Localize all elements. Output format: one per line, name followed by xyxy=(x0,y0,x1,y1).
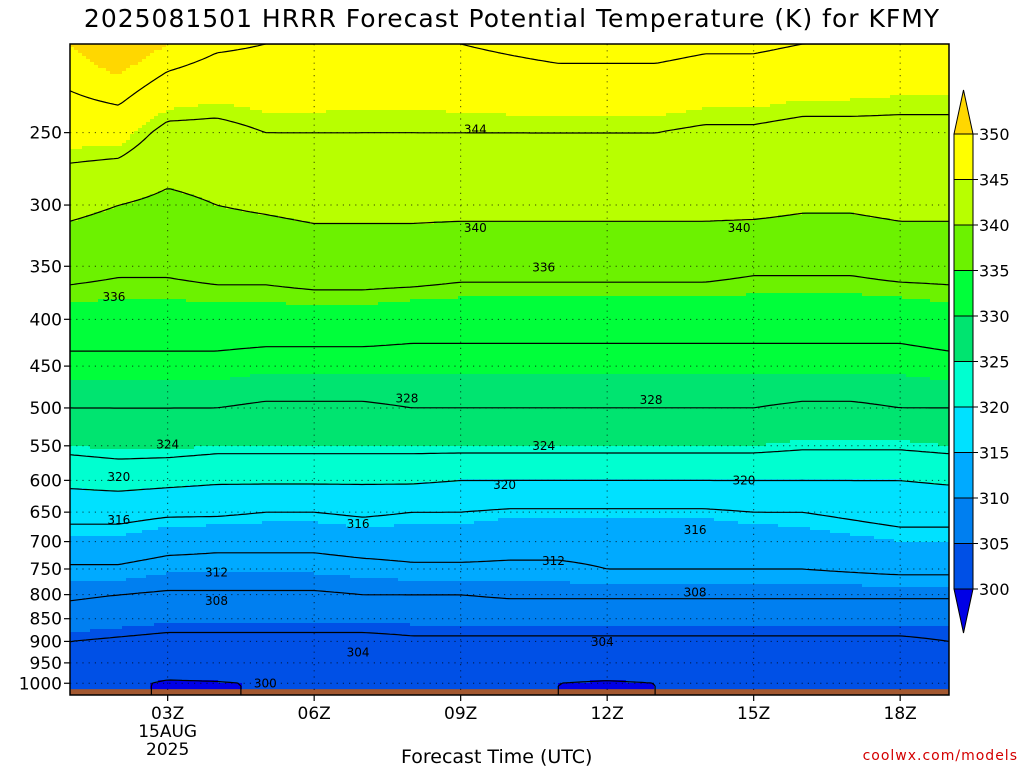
contour-label-13: 316 xyxy=(347,517,370,531)
x-tick-18Z: 18Z xyxy=(884,704,917,724)
contour-348 xyxy=(70,44,850,106)
contour-304 xyxy=(70,631,949,643)
y-tick-550: 550 xyxy=(30,437,62,457)
x-tick-sub-1: 2025 xyxy=(146,740,189,760)
contour-label-4: 336 xyxy=(102,290,125,304)
colorbar-tick-350: 350 xyxy=(979,125,1010,144)
y-tick-400: 400 xyxy=(30,310,62,330)
contour-label-18: 308 xyxy=(684,586,707,600)
colorbar-bin-345 xyxy=(953,133,974,180)
ground-bar xyxy=(70,689,949,695)
colorbar-bin-325 xyxy=(953,315,974,362)
contour-label-14: 316 xyxy=(684,523,707,537)
colorbar-tick-330: 330 xyxy=(979,307,1010,326)
colorbar-bin-335 xyxy=(953,224,974,271)
contour-label-3: 336 xyxy=(532,260,555,274)
y-tick-350: 350 xyxy=(30,257,62,277)
contour-label-10: 320 xyxy=(493,478,516,492)
contour-label-5: 328 xyxy=(395,391,418,405)
colorbar-tick-335: 335 xyxy=(979,262,1010,281)
y-tick-650: 650 xyxy=(30,503,62,523)
contour-label-20: 304 xyxy=(591,635,614,649)
contour-340 xyxy=(70,188,949,225)
y-tick-800: 800 xyxy=(30,586,62,606)
contour-label-6: 328 xyxy=(640,393,663,407)
contour-label-0: 344 xyxy=(464,122,487,136)
plot-frame xyxy=(69,43,950,696)
x-tick-06Z: 06Z xyxy=(298,704,331,724)
contour-328 xyxy=(70,400,949,409)
x-tick-03Z: 03Z xyxy=(151,704,184,724)
colorbar-bin-300 xyxy=(953,543,974,590)
grid-lines xyxy=(70,44,949,695)
ground-surface xyxy=(70,689,949,695)
y-tick-450: 450 xyxy=(30,357,62,377)
colorbar-tick-345: 345 xyxy=(979,171,1010,190)
contour-label-17: 308 xyxy=(205,594,228,608)
y-tick-250: 250 xyxy=(30,124,62,144)
contour-300 xyxy=(150,679,656,695)
colorbar-tick-300: 300 xyxy=(979,580,1010,599)
colorbar-bin-310 xyxy=(953,452,974,499)
chart-title: 2025081501 HRRR Forecast Potential Tempe… xyxy=(0,4,1024,33)
contour-324 xyxy=(70,449,949,460)
y-tick-1000: 1000 xyxy=(19,674,62,694)
contour-label-15: 312 xyxy=(205,566,228,580)
contour-312 xyxy=(70,552,949,576)
y-tick-850: 850 xyxy=(30,610,62,630)
watermark: coolwx.com/models xyxy=(863,748,1018,764)
contour-332 xyxy=(70,342,949,352)
contour-label-19: 304 xyxy=(347,646,370,660)
colorbar-tick-305: 305 xyxy=(979,535,1010,554)
colorbar-tick-320: 320 xyxy=(979,398,1010,417)
colorbar-bin-320 xyxy=(953,361,974,408)
x-tick-15Z: 15Z xyxy=(737,704,770,724)
contour-labels: 344 340 340 336 336 328 328 324 324 320 320 320 316 3… xyxy=(102,122,755,690)
colorbar-tick-315: 315 xyxy=(979,444,1010,463)
contour-336 xyxy=(70,275,949,291)
colorbar-under-arrow xyxy=(953,588,974,634)
x-axis-label: Forecast Time (UTC) xyxy=(401,746,592,768)
contour-label-21: 300 xyxy=(254,676,277,690)
colorbar-tick-310: 310 xyxy=(979,489,1010,508)
contour-label-1: 340 xyxy=(464,221,487,235)
colorbar-bin-315 xyxy=(953,406,974,453)
contour-344 xyxy=(70,114,949,164)
contour-label-12: 316 xyxy=(107,513,130,527)
contour-lines xyxy=(70,44,949,695)
contour-308 xyxy=(70,589,949,602)
contour-label-9: 320 xyxy=(107,470,130,484)
y-tick-900: 900 xyxy=(30,632,62,652)
y-axis: 2503003504004505005506006507007508008509… xyxy=(19,124,70,694)
colorbar-bin-340 xyxy=(953,179,974,226)
x-tick-sub-0: 15AUG xyxy=(138,722,197,742)
contour-label-7: 324 xyxy=(156,437,179,451)
colorbar-over-arrow xyxy=(953,89,974,135)
x-tick-12Z: 12Z xyxy=(591,704,624,724)
y-tick-700: 700 xyxy=(30,533,62,553)
x-tick-09Z: 09Z xyxy=(444,704,477,724)
contour-316 xyxy=(70,508,949,528)
contour-320 xyxy=(70,479,949,492)
contour-label-8: 324 xyxy=(532,439,555,453)
contour-label-11: 320 xyxy=(732,473,755,487)
colorbar-tick-340: 340 xyxy=(979,216,1010,235)
temperature-field xyxy=(70,44,949,695)
y-tick-300: 300 xyxy=(30,196,62,216)
y-tick-950: 950 xyxy=(30,654,62,674)
colorbar-tick-325: 325 xyxy=(979,353,1010,372)
contour-label-2: 340 xyxy=(728,221,751,235)
contour-label-16: 312 xyxy=(542,554,565,568)
colorbar-bin-330 xyxy=(953,270,974,317)
y-tick-600: 600 xyxy=(30,471,62,491)
colorbar-bin-305 xyxy=(953,497,974,544)
colorbar: 300 305 310 315 320 325 330 335 340 345 350 xyxy=(953,89,1010,634)
y-tick-750: 750 xyxy=(30,560,62,580)
y-tick-500: 500 xyxy=(30,399,62,419)
